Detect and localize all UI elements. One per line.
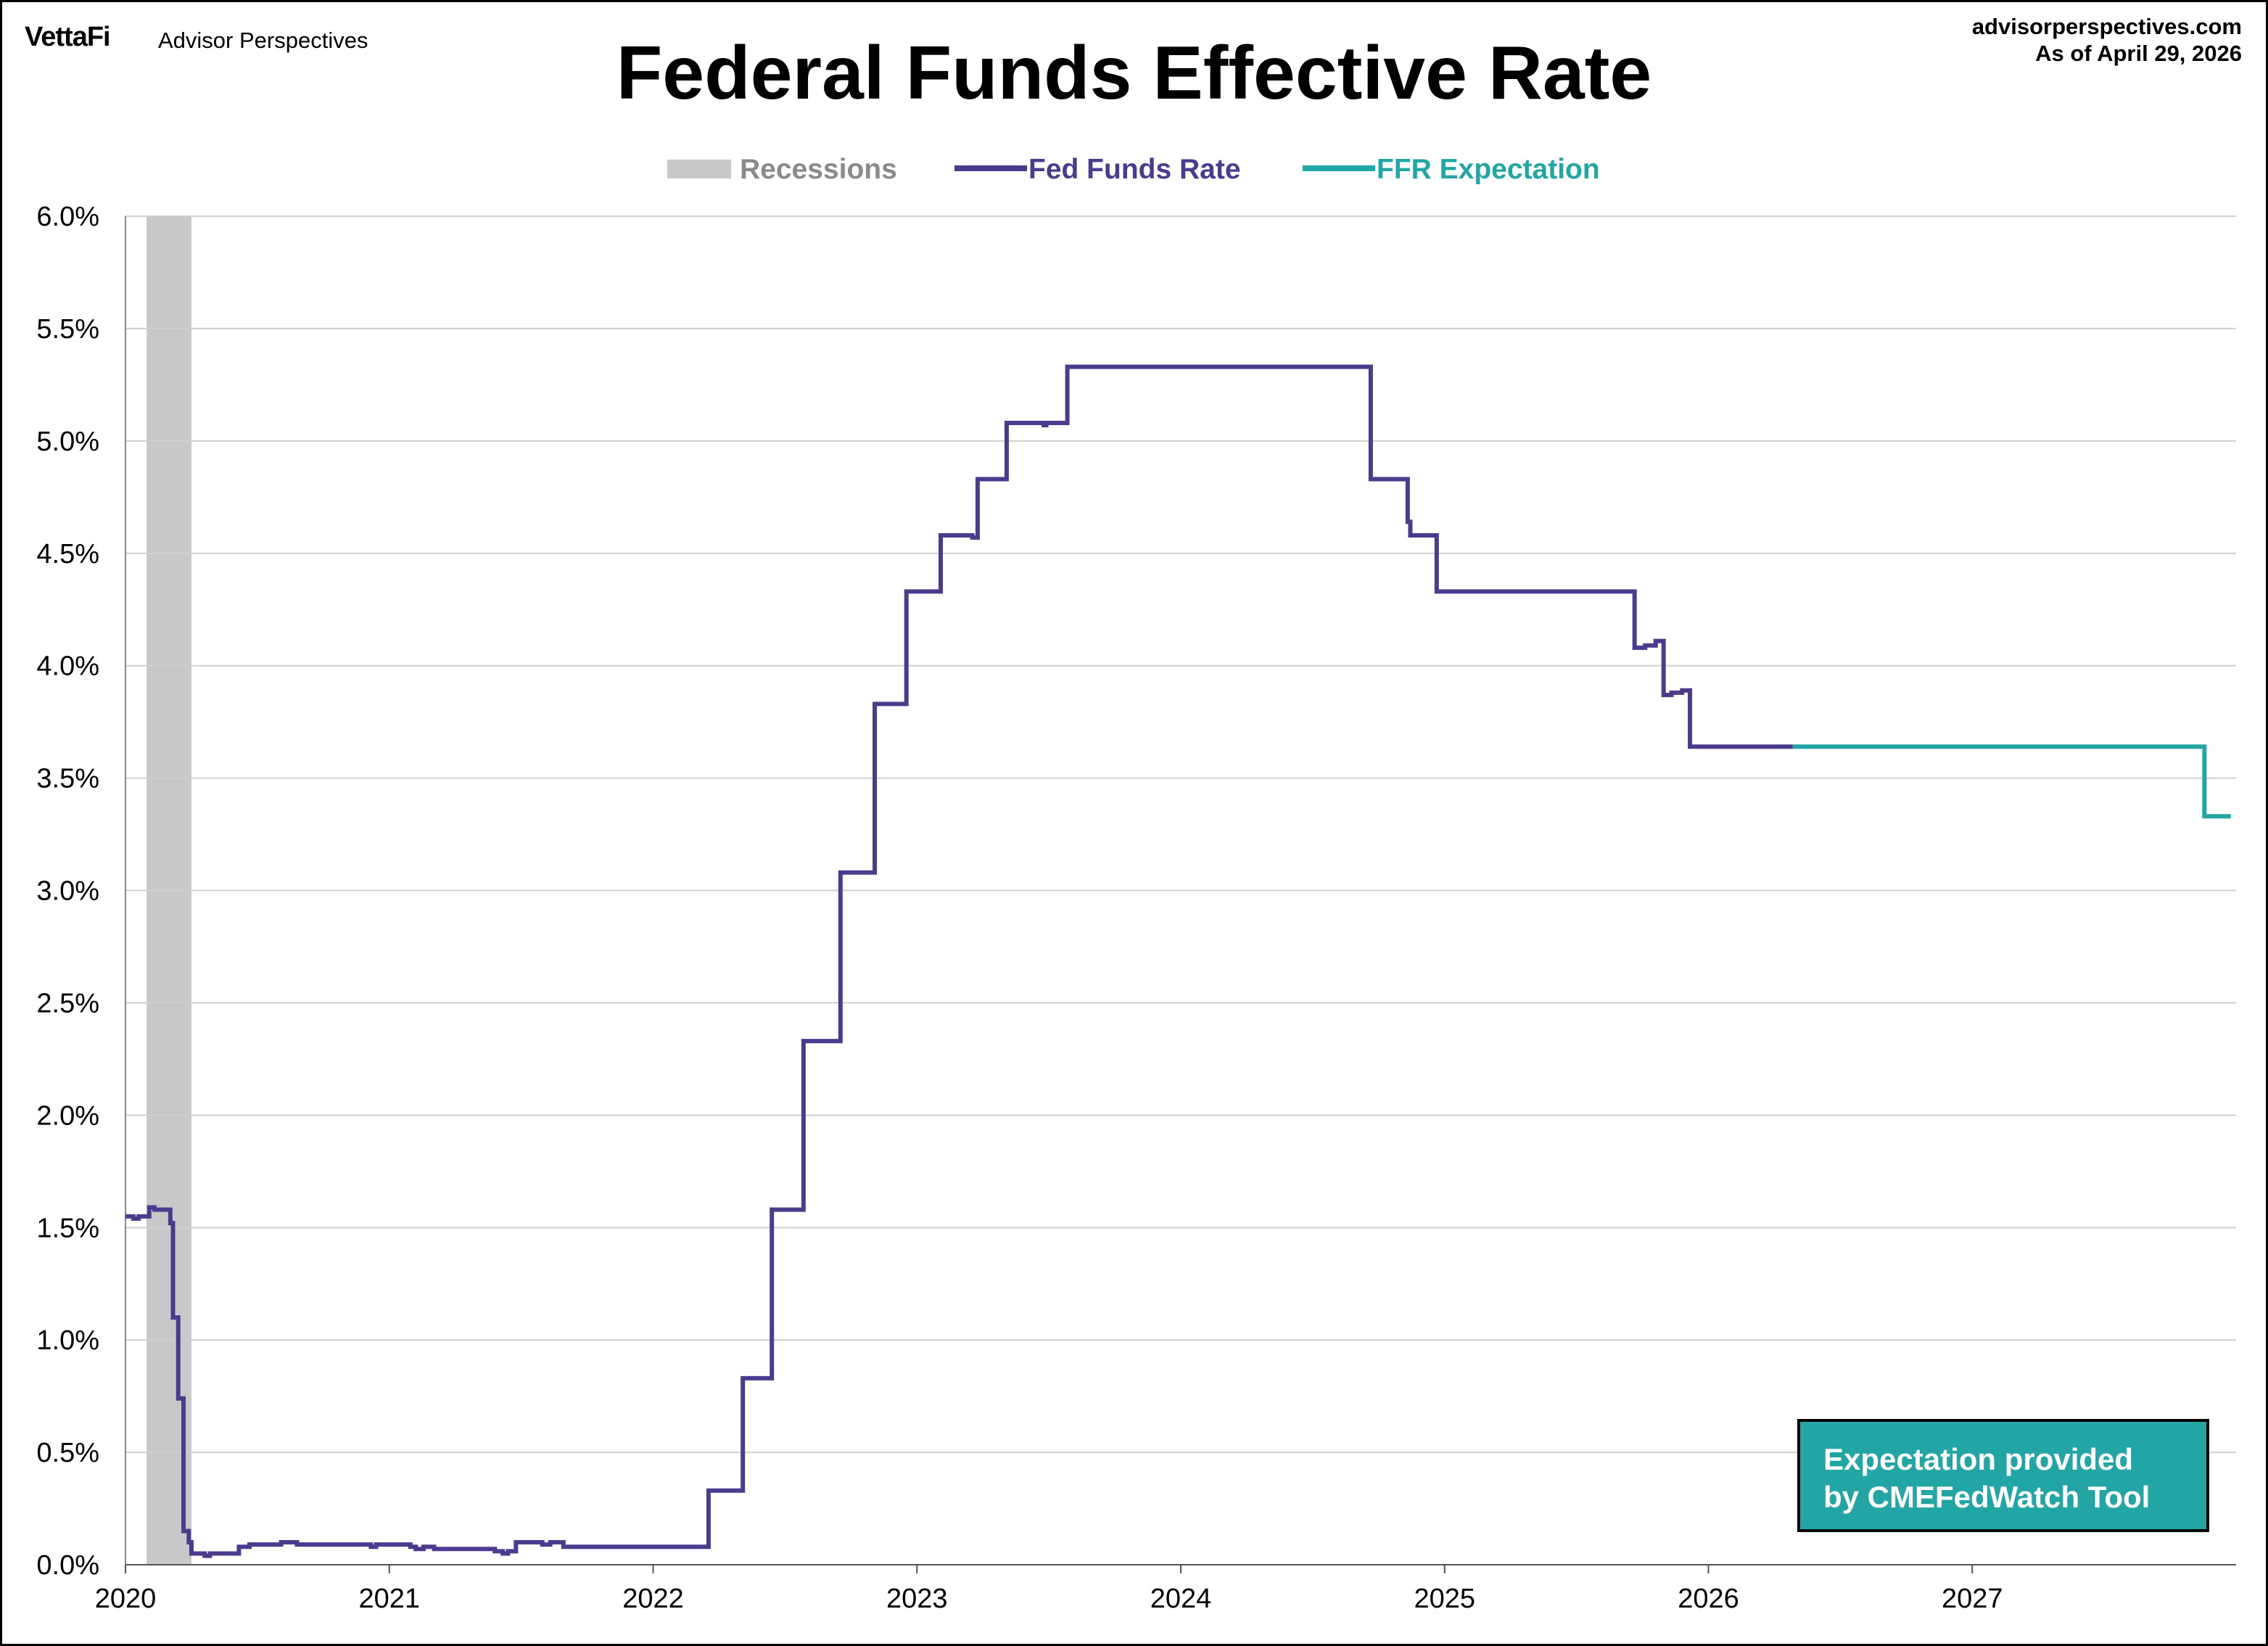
x-tick-label-0: 2020	[95, 1584, 157, 1614]
note-line-1: Expectation provided	[1823, 1442, 2134, 1476]
y-tick-label-9: 4.5%	[36, 539, 99, 569]
x-tick-label-1: 2021	[358, 1584, 420, 1614]
y-tick-label-10: 5.0%	[36, 427, 99, 457]
y-tick-label-2: 1.0%	[36, 1325, 99, 1356]
grid-layer	[125, 215, 2236, 1454]
vettafi-logo: VettaFi	[25, 22, 111, 52]
note-line-2: by CMEFedWatch Tool	[1823, 1480, 2151, 1514]
x-tick-label-5: 2025	[1414, 1584, 1475, 1614]
brand-name: Advisor Perspectives	[158, 28, 368, 53]
chart-title: Federal Funds Effective Rate	[616, 31, 1652, 115]
y-tick-label-7: 3.5%	[36, 764, 99, 794]
legend-swatch-recessions	[667, 160, 731, 178]
y-tick-label-11: 5.5%	[36, 314, 99, 345]
legend-label-recessions: Recessions	[740, 154, 897, 185]
axis-layer: 0.0% 0.5% 1.0% 1.5% 2.0% 2.5% 3.0% 3.5% 4.0% 4.5%…	[36, 202, 2236, 1614]
site-url: advisorperspectives.com	[1971, 14, 2242, 39]
series-line-fed-funds-rate	[125, 364, 1793, 1558]
site-info: advisorperspectives.com As of April 29, …	[1972, 13, 2242, 67]
series-line-ffr-expectation	[1792, 744, 2231, 819]
x-tick-label-3: 2023	[886, 1584, 948, 1614]
y-tick-label-4: 2.0%	[36, 1100, 99, 1131]
legend-label-ffr-expectation: FFR Expectation	[1377, 154, 1600, 185]
x-tick-label-2: 2022	[622, 1584, 684, 1614]
y-tick-label-1: 0.5%	[36, 1438, 99, 1468]
y-tick-label-8: 4.0%	[36, 651, 99, 682]
expectation-note: Expectation provided by CMEFedWatch Tool	[1797, 1419, 2209, 1532]
y-tick-label-12: 6.0%	[36, 202, 99, 232]
x-tick-label-7: 2027	[1942, 1584, 2003, 1614]
y-tick-label-3: 1.5%	[36, 1213, 99, 1243]
legend-label-fed-funds-rate: Fed Funds Rate	[1028, 154, 1241, 185]
series-layer	[125, 364, 2231, 1558]
y-tick-label-0: 0.0%	[36, 1550, 99, 1581]
legend-layer: Recessions Fed Funds Rate FFR Expectation	[667, 154, 1600, 185]
x-tick-label-4: 2024	[1150, 1584, 1212, 1614]
y-tick-label-5: 2.5%	[36, 988, 99, 1019]
y-tick-label-6: 3.0%	[36, 876, 99, 907]
x-tick-label-6: 2026	[1678, 1584, 1739, 1614]
as-of-date: As of April 29, 2026	[2035, 41, 2242, 66]
